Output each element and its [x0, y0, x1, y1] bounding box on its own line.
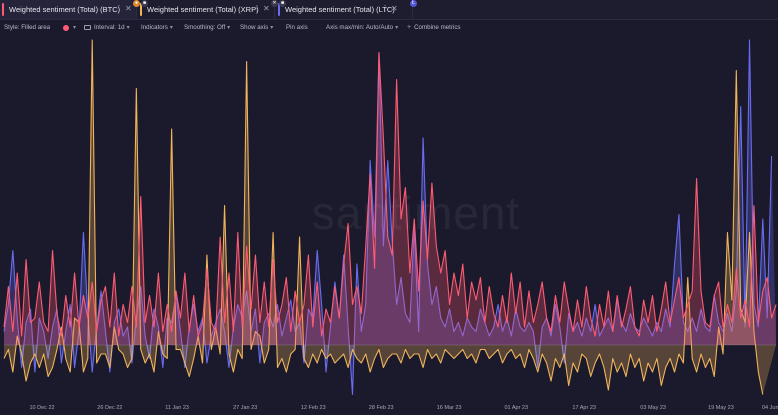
- show-axis-toggle[interactable]: Show axis ▾: [240, 24, 273, 31]
- xrp-coin-icon: ●: [133, 0, 140, 7]
- indicators-label: Indicators: [141, 24, 168, 31]
- more-options-icon[interactable]: ⋮: [381, 4, 389, 13]
- watermark-text: santiment: [312, 187, 520, 239]
- x-tick-label: 26 Dec 22: [97, 405, 122, 411]
- chevron-down-icon: ▾: [73, 25, 77, 31]
- x-tick-label: 04 Jun 23: [762, 405, 778, 411]
- close-icon[interactable]: ✕: [263, 4, 270, 13]
- color-picker[interactable]: ▾: [63, 24, 76, 31]
- close-icon[interactable]: ✕: [125, 4, 132, 13]
- series-xrp: [3, 39, 776, 395]
- x-tick-label: 28 Feb 23: [369, 405, 394, 411]
- watermark: santiment: [312, 187, 520, 239]
- x-tick-label: 16 Mar 23: [437, 405, 462, 411]
- x-tick-label: 19 May 23: [708, 405, 734, 411]
- combine-metrics-button[interactable]: + Combine metrics: [407, 24, 461, 31]
- smoothing-dropdown[interactable]: Smoothing: Off ▾: [184, 24, 230, 31]
- series-btc: [3, 51, 777, 345]
- pin-axis-toggle[interactable]: Pin axis: [286, 24, 308, 31]
- chevron-down-icon: ▾: [395, 25, 399, 31]
- xrp-color-marker: [140, 3, 142, 16]
- show-axis-label: Show axis: [240, 24, 269, 31]
- tab-ltc-label: Weighted sentiment (Total) (LTC): [285, 5, 395, 14]
- series-line: [3, 51, 777, 337]
- more-options-icon[interactable]: ⋮: [115, 4, 123, 13]
- calendar-icon: [84, 25, 91, 30]
- series-layer: [3, 39, 777, 396]
- style-label: Style: Filled area: [4, 24, 51, 31]
- close-icon: ✕: [271, 0, 278, 7]
- chart-toolbar: Style: Filled area ▾ Interval: 1d ▾ Indi…: [0, 20, 778, 35]
- more-options-icon[interactable]: ⋮: [253, 4, 261, 13]
- combine-metrics-label: Combine metrics: [414, 24, 461, 31]
- chevron-down-icon: ▾: [270, 25, 274, 31]
- tab-ltc-sentiment[interactable]: Weighted sentiment (Total) (LTC) ⋮ ✕: [276, 0, 413, 19]
- tab-btc-label: Weighted sentiment (Total) (BTC): [9, 5, 121, 14]
- series-area: [4, 40, 776, 395]
- series-area: [4, 52, 776, 345]
- x-tick-label: 03 May 23: [640, 405, 666, 411]
- chevron-down-icon: ▾: [126, 25, 130, 31]
- close-icon[interactable]: ✕: [391, 4, 398, 13]
- plus-icon: +: [407, 24, 412, 31]
- lock-icon: ■: [279, 0, 286, 7]
- pin-axis-label: Pin axis: [286, 24, 308, 31]
- indicators-dropdown[interactable]: Indicators ▾: [141, 24, 173, 31]
- x-tick-label: 12 Feb 23: [301, 405, 326, 411]
- tab-btc-sentiment[interactable]: Weighted sentiment (Total) (BTC) ⋮ ✕: [0, 0, 137, 19]
- x-tick-label: 10 Dec 22: [30, 405, 55, 411]
- x-axis: 10 Dec 22 26 Dec 22 11 Jan 23 27 Jan 23 12 F…: [30, 405, 778, 411]
- chevron-down-icon: ▾: [227, 25, 231, 31]
- interval-dropdown[interactable]: Interval: 1d ▾: [84, 24, 130, 31]
- axis-max-min-label: Axis max/min: Auto/Auto: [326, 24, 394, 31]
- axis-max-min-dropdown[interactable]: Axis max/min: Auto/Auto ▾: [326, 24, 398, 31]
- tab-xrp-label: Weighted sentiment (Total) (XRP): [147, 5, 259, 14]
- x-tick-label: 11 Jan 23: [165, 405, 189, 411]
- ltc-coin-icon: Ł: [410, 0, 417, 7]
- btc-color-marker: [2, 3, 4, 16]
- smoothing-label: Smoothing: Off: [184, 24, 226, 31]
- style-dropdown[interactable]: Style: Filled area: [4, 24, 50, 31]
- x-tick-label: 17 Apr 23: [572, 405, 596, 411]
- series-line: [3, 39, 764, 395]
- color-swatch-icon: [63, 24, 69, 31]
- series-area: [4, 40, 776, 395]
- interval-label: Interval: 1d: [94, 24, 125, 31]
- sentiment-chart[interactable]: santiment 10 Dec 22 26 Dec 22 11 Jan 23 27 …: [0, 36, 778, 415]
- ltc-color-marker: [278, 3, 280, 16]
- x-tick-label: 27 Jan 23: [233, 405, 257, 411]
- series-ltc: [3, 39, 776, 396]
- series-line: [3, 39, 773, 396]
- metric-tabbar: Weighted sentiment (Total) (BTC) ⋮ ✕ Wei…: [0, 0, 778, 20]
- x-tick-label: 01 Apr 23: [505, 405, 529, 411]
- tab-xrp-sentiment[interactable]: Weighted sentiment (Total) (XRP) ⋮ ✕: [138, 0, 275, 19]
- lock-icon: ■: [141, 0, 148, 7]
- chevron-down-icon: ▾: [169, 25, 173, 31]
